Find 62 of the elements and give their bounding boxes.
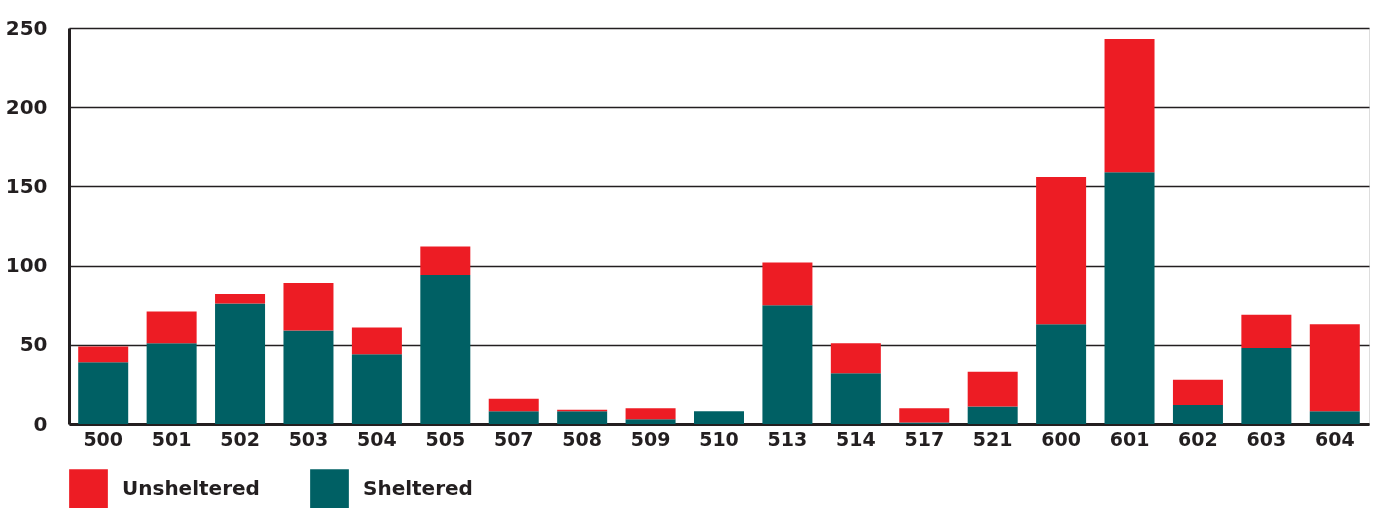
x-tick-label: 602 bbox=[1178, 427, 1218, 450]
y-tick-label: 50 bbox=[19, 332, 48, 357]
y-tick-label: 100 bbox=[5, 253, 48, 278]
bar bbox=[625, 419, 676, 424]
bar bbox=[1036, 324, 1087, 424]
x-tick-label: 604 bbox=[1314, 427, 1355, 450]
bar bbox=[1104, 39, 1155, 173]
bar bbox=[967, 371, 1018, 407]
x-tick-label: 507 bbox=[493, 427, 534, 450]
bar bbox=[625, 408, 676, 420]
x-tick-label: 508 bbox=[562, 427, 602, 450]
bar bbox=[78, 362, 129, 424]
x-tick-label: 600 bbox=[1041, 427, 1081, 450]
bar bbox=[694, 411, 744, 424]
bar bbox=[488, 411, 539, 424]
x-tick-label: 500 bbox=[83, 427, 124, 450]
bar bbox=[762, 262, 813, 306]
x-tick-label: 503 bbox=[288, 427, 329, 450]
bar bbox=[351, 327, 402, 355]
x-tick-label: 510 bbox=[699, 427, 739, 450]
x-tick-label: 502 bbox=[220, 427, 260, 450]
x-tick-label: 517 bbox=[904, 427, 945, 450]
bar bbox=[1241, 314, 1292, 348]
x-tick-label: 521 bbox=[972, 427, 1013, 450]
x-tick-label: 505 bbox=[425, 427, 466, 450]
x-tick-label: 504 bbox=[357, 427, 397, 450]
x-tick-label: 501 bbox=[151, 427, 192, 450]
bar bbox=[1309, 324, 1360, 412]
bar bbox=[1241, 347, 1292, 424]
bar bbox=[1104, 172, 1155, 424]
legend-label: Unsheltered bbox=[122, 475, 260, 500]
bar bbox=[830, 343, 881, 374]
bar bbox=[283, 283, 334, 331]
bar bbox=[146, 343, 197, 424]
bar bbox=[283, 330, 334, 424]
y-tick-label: 0 bbox=[33, 411, 48, 436]
bar bbox=[488, 398, 539, 412]
bar bbox=[215, 303, 266, 424]
x-tick-label: 514 bbox=[836, 427, 876, 450]
bar bbox=[78, 346, 129, 363]
x-tick-label: 513 bbox=[767, 427, 808, 450]
bar bbox=[1172, 404, 1223, 424]
bar bbox=[1172, 379, 1223, 405]
bar bbox=[420, 246, 471, 276]
bar bbox=[830, 373, 881, 424]
bar bbox=[215, 294, 266, 304]
bar bbox=[1036, 176, 1087, 325]
x-tick-label: 509 bbox=[630, 427, 671, 450]
bar bbox=[420, 275, 471, 424]
y-tick-label: 150 bbox=[5, 173, 48, 198]
bar bbox=[146, 311, 197, 344]
y-tick-label: 200 bbox=[5, 94, 48, 119]
bar bbox=[762, 305, 813, 424]
bar bbox=[967, 406, 1018, 424]
bar bbox=[1309, 411, 1360, 424]
bar bbox=[351, 354, 402, 424]
bar bbox=[557, 411, 608, 424]
x-tick-label: 601 bbox=[1109, 427, 1150, 450]
bar bbox=[899, 408, 950, 423]
x-tick-label: 603 bbox=[1246, 427, 1287, 450]
legend-label: Sheltered bbox=[363, 475, 473, 500]
y-tick-label: 250 bbox=[5, 15, 48, 40]
